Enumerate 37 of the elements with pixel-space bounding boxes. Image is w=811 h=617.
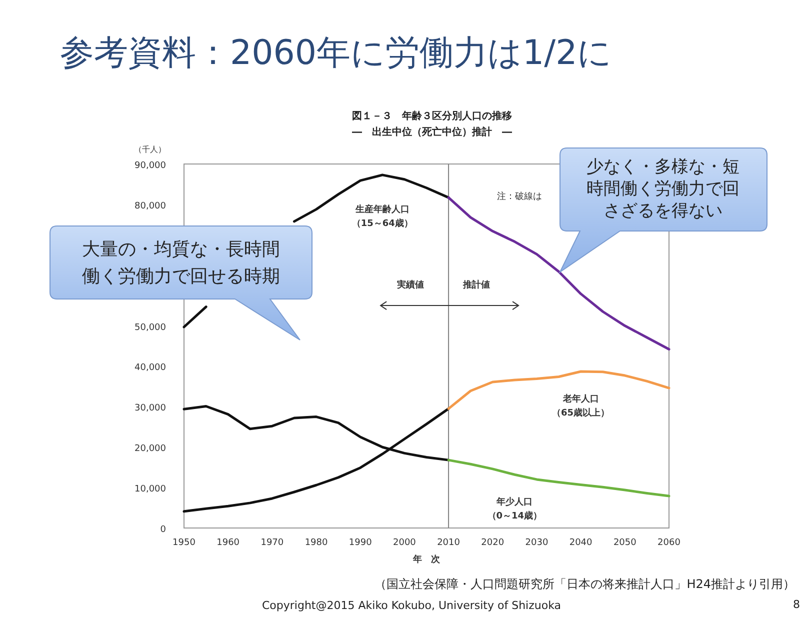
series-label: 生産年齢人口（15～64歳） [352, 204, 413, 229]
x-axis-title: 年 次 [412, 554, 441, 565]
annotation: 注：破線は [497, 191, 542, 202]
text: （国立社会保障・人口問題研究所「日本の将来推計人口」H24推計より引用） [374, 577, 795, 591]
x-tick-label: 2020 [481, 538, 504, 548]
text: Copyright@2015 Akiko Kokubo, University of Shizuoka [262, 599, 561, 612]
x-tick-label: 2060 [658, 538, 681, 548]
y-tick-label: 10,000 [134, 484, 166, 495]
annotation: 推計値 [462, 280, 490, 291]
y-tick-label: 80,000 [134, 201, 166, 212]
x-tick-label: 2050 [613, 538, 637, 548]
line-series [182, 407, 450, 513]
y-axis-title: （千人） [134, 145, 166, 154]
annotation: 大量の・均質な・長時間働く労働力で回せる時期 [82, 239, 280, 287]
x-tick-label: 1970 [260, 538, 284, 548]
text: 8 [793, 598, 800, 611]
x-tick-label: 1960 [216, 538, 240, 548]
annotation: 少なく・多様な・短時間働く労働力で回さざるを得ない [586, 157, 740, 221]
chart-subtitle: 図１－３ 年齢３区分別人口の推移 ― 出生中位（死亡中位）推計 ― [352, 110, 512, 138]
x-tick-label: 1990 [348, 538, 372, 548]
y-tick-label: 30,000 [134, 404, 166, 414]
x-tick-label: 2040 [569, 538, 593, 548]
x-tick-label: 2000 [393, 538, 416, 548]
y-tick-label: 20,000 [134, 444, 166, 454]
x-tick-label: 2030 [525, 538, 548, 548]
line-series [447, 458, 670, 498]
x-tick-label: 1950 [172, 538, 196, 548]
y-tick-label: 40,000 [134, 363, 166, 374]
series-label: 年少人口（0～14歳） [487, 496, 542, 522]
series-label: 老年人口（65歳以上） [552, 393, 610, 418]
x-tick-label: 2010 [437, 538, 460, 548]
annotation: 実績値 [396, 280, 424, 291]
chart-title: 参考資料：2060年に労働力は1/2に [60, 33, 612, 73]
y-tick-label: 0 [160, 525, 166, 535]
y-tick-label: 50,000 [134, 322, 166, 333]
y-tick-label: 90,000 [134, 161, 166, 171]
x-tick-label: 1980 [304, 538, 328, 548]
